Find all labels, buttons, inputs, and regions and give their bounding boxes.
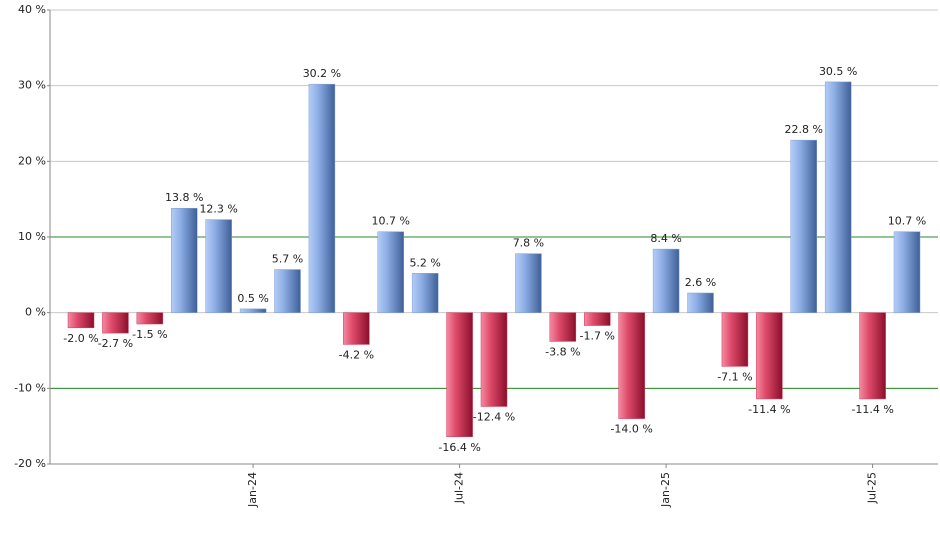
bar xyxy=(652,248,680,313)
value-label: 30.2 % xyxy=(303,67,341,80)
y-tick-label: 30 % xyxy=(18,79,46,92)
bar xyxy=(171,207,198,313)
value-label: 10.7 % xyxy=(888,215,926,228)
value-label: -7.1 % xyxy=(717,370,752,383)
bar xyxy=(274,269,301,313)
x-tick-label: Jan-24 xyxy=(246,472,259,508)
value-label: 0.5 % xyxy=(237,292,268,305)
bar xyxy=(102,312,129,334)
y-tick-label: 10 % xyxy=(18,230,46,243)
y-tick-label: 0 % xyxy=(25,306,46,319)
bar xyxy=(446,312,473,438)
value-label: -1.5 % xyxy=(132,328,167,341)
value-label: 30.5 % xyxy=(819,65,857,78)
value-label: -3.8 % xyxy=(545,345,580,358)
y-tick-label: -20 % xyxy=(14,457,46,470)
x-tick-label: Jul-25 xyxy=(866,472,879,504)
value-label: 8.4 % xyxy=(650,232,681,245)
value-label: -4.2 % xyxy=(339,348,374,361)
value-label: -1.7 % xyxy=(580,330,615,343)
y-tick-label: 40 % xyxy=(18,3,46,16)
bar xyxy=(756,312,783,400)
value-label: -16.4 % xyxy=(438,441,480,454)
value-label: -11.4 % xyxy=(748,403,790,416)
bar xyxy=(205,219,232,313)
value-label: 2.6 % xyxy=(685,276,716,289)
bar xyxy=(67,312,95,329)
value-label: 5.2 % xyxy=(409,256,440,269)
value-label: -11.4 % xyxy=(851,403,893,416)
bar xyxy=(239,308,267,313)
x-tick-label: Jul-24 xyxy=(453,472,466,504)
bar xyxy=(549,312,577,342)
bar xyxy=(308,83,336,313)
value-label: -12.4 % xyxy=(473,410,515,423)
bar xyxy=(687,292,714,313)
bar xyxy=(515,253,542,313)
value-label: 12.3 % xyxy=(199,203,237,216)
bar xyxy=(377,231,404,313)
bar xyxy=(859,312,886,400)
value-label: 7.8 % xyxy=(513,237,544,250)
value-label: -2.0 % xyxy=(63,332,98,345)
bar xyxy=(480,312,508,407)
value-label: 22.8 % xyxy=(785,123,823,136)
value-label: 13.8 % xyxy=(165,191,203,204)
bar xyxy=(824,81,852,313)
value-label: 5.7 % xyxy=(272,253,303,266)
y-tick-label: 20 % xyxy=(18,154,46,167)
bar xyxy=(721,312,749,367)
bar xyxy=(584,312,611,326)
bar xyxy=(411,273,439,313)
bar xyxy=(790,139,817,313)
bar xyxy=(343,312,370,345)
bar xyxy=(136,312,164,325)
x-tick-label: Jan-25 xyxy=(659,472,672,508)
y-tick-label: -10 % xyxy=(14,381,46,394)
bar xyxy=(618,312,645,419)
value-label: -14.0 % xyxy=(610,423,652,436)
value-label: -2.7 % xyxy=(98,337,133,350)
bar xyxy=(893,231,921,313)
value-label: 10.7 % xyxy=(372,215,410,228)
